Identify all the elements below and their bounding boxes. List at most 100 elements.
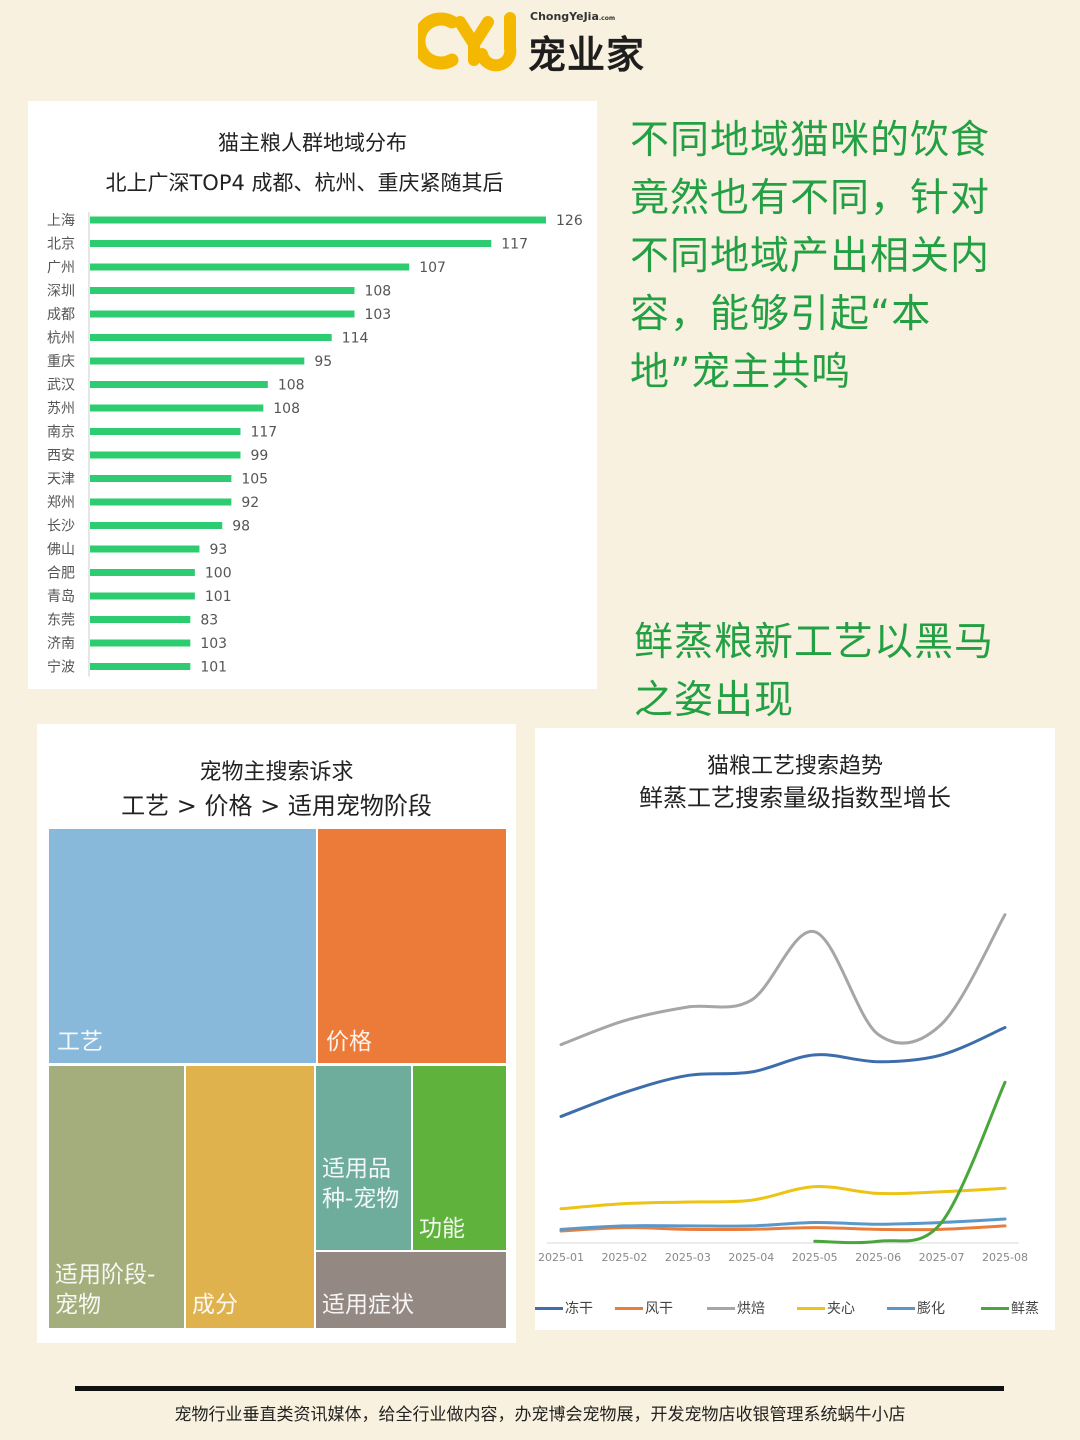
category-label: 长沙	[47, 519, 75, 535]
data-label: 107	[419, 260, 446, 276]
chart-subtitle: 鲜蒸工艺搜索量级指数型增长	[639, 784, 951, 812]
category-label: 合肥	[47, 566, 75, 582]
series-line	[813, 1080, 1007, 1245]
chart-legend: 冻干 风干 烘焙 夹心 膨化 鲜蒸	[535, 1298, 1055, 1322]
bar	[90, 334, 332, 341]
series-line	[559, 1184, 1007, 1211]
x-tick-label: 2025-08	[982, 1251, 1028, 1264]
data-label: 117	[501, 237, 528, 253]
bar	[90, 592, 195, 600]
chart-title: 猫主粮人群地域分布	[218, 131, 407, 155]
data-label: 101	[200, 660, 227, 676]
legend-swatch	[615, 1306, 643, 1310]
data-label: 100	[205, 566, 232, 582]
chart-subtitle: 北上广深TOP4 成都、杭州、重庆紧随其后	[105, 171, 504, 195]
data-label: 101	[205, 589, 232, 605]
treemap-label: 功能	[419, 1216, 465, 1242]
region-bar-chart: 猫主粮人群地域分布 北上广深TOP4 成都、杭州、重庆紧随其后 上海 126 北京 1…	[28, 101, 597, 689]
treemap-label: 成分	[192, 1292, 238, 1318]
legend-swatch	[535, 1306, 563, 1310]
footer-text: 宠物行业垂直类资讯媒体，给全行业做内容，办宠博会宠物展，开发宠物店收银管理系统蜗…	[174, 1405, 906, 1425]
bar	[90, 216, 546, 224]
category-label: 深圳	[47, 284, 75, 300]
category-label: 佛山	[47, 542, 75, 558]
category-label: 天津	[47, 472, 75, 488]
legend-label: 夹心	[827, 1301, 855, 1317]
legend-swatch	[981, 1306, 1009, 1310]
category-label: 宁波	[47, 659, 75, 676]
bar	[90, 498, 232, 506]
series-line	[559, 1217, 1007, 1231]
x-tick-label: 2025-01	[538, 1251, 584, 1264]
data-label: 93	[209, 542, 227, 558]
category-label: 西安	[47, 448, 75, 464]
chart-title: 猫粮工艺搜索趋势	[706, 754, 883, 779]
series-line	[559, 1026, 1007, 1118]
treemap-label: 适用症状	[322, 1292, 414, 1318]
chart-subtitle: 工艺 > 价格 > 适用宠物阶段	[121, 792, 432, 820]
bar	[90, 663, 191, 670]
legend-item: 冻干	[535, 1298, 593, 1318]
brand-name: 宠业家	[528, 33, 646, 77]
data-label: 105	[241, 472, 268, 488]
category-label: 成都	[47, 307, 75, 323]
bar	[90, 616, 191, 623]
series-line	[559, 913, 1007, 1047]
data-label: 108	[278, 378, 305, 394]
treemap-label: 价格	[326, 1029, 372, 1055]
bar	[90, 263, 410, 271]
legend-label: 鲜蒸	[1011, 1301, 1039, 1317]
treemap-cell: 成分	[186, 1066, 314, 1328]
bar	[90, 428, 241, 435]
treemap-cell: 适用症状	[316, 1252, 506, 1328]
category-label: 苏州	[47, 401, 75, 417]
category-label: 广州	[47, 260, 75, 276]
legend-swatch	[797, 1306, 825, 1310]
region-callout: 不同地域猫咪的饮食竟然也有不同，针对不同地域产出相关内容，能够引起“本地”宠主共…	[630, 118, 991, 395]
data-label: 108	[273, 401, 300, 417]
category-label: 南京	[47, 425, 75, 441]
brand-sub: ChongYeJia.com	[530, 10, 616, 23]
category-label: 青岛	[47, 589, 75, 605]
data-label: 95	[314, 354, 332, 370]
bar	[90, 357, 305, 365]
bar	[90, 569, 195, 576]
bar	[90, 545, 200, 553]
bar-plot: 上海 126 北京 117 广州 107 深圳 108 成都 103 杭州 114 重庆 95 武汉 108 苏…	[47, 212, 583, 677]
data-label: 126	[556, 213, 583, 229]
brand-logo: ChongYeJia.com 宠业家	[418, 8, 668, 77]
legend-item: 鲜蒸	[981, 1298, 1039, 1318]
bar	[90, 639, 191, 647]
category-label: 上海	[47, 213, 75, 229]
demand-treemap: 宠物主搜索诉求 工艺 > 价格 > 适用宠物阶段 工艺 价格 适用阶段-宠物 成分 适用…	[37, 724, 516, 1343]
category-label: 济南	[47, 636, 75, 652]
legend-swatch	[887, 1306, 915, 1310]
bar	[90, 310, 355, 318]
x-tick-label: 2025-03	[665, 1251, 711, 1264]
x-tick-label: 2025-07	[919, 1251, 965, 1264]
category-label: 郑州	[47, 495, 75, 511]
legend-label: 烘焙	[737, 1301, 765, 1317]
treemap-cell: 价格	[318, 829, 506, 1063]
category-label: 重庆	[47, 354, 75, 370]
data-label: 83	[200, 613, 218, 629]
treemap-cell: 功能	[413, 1066, 506, 1250]
legend-label: 风干	[645, 1301, 673, 1317]
data-label: 117	[250, 425, 277, 441]
legend-item: 烘焙	[707, 1298, 765, 1318]
bar	[90, 522, 223, 529]
bar	[90, 404, 264, 412]
data-label: 103	[364, 307, 391, 323]
data-label: 108	[364, 284, 391, 300]
bar	[90, 475, 232, 482]
data-label: 98	[232, 519, 250, 535]
data-label: 114	[342, 331, 369, 347]
legend-label: 冻干	[565, 1301, 593, 1317]
treemap-label: 适用阶段-宠物	[55, 1262, 156, 1318]
x-tick-label: 2025-06	[855, 1251, 901, 1264]
category-label: 武汉	[47, 378, 75, 394]
data-label: 103	[200, 636, 227, 652]
footer-divider	[75, 1386, 1004, 1391]
category-label: 东莞	[47, 613, 75, 629]
trend-line-chart: 猫粮工艺搜索趋势 鲜蒸工艺搜索量级指数型增长 2025-01 2025-02 202…	[535, 728, 1055, 1330]
